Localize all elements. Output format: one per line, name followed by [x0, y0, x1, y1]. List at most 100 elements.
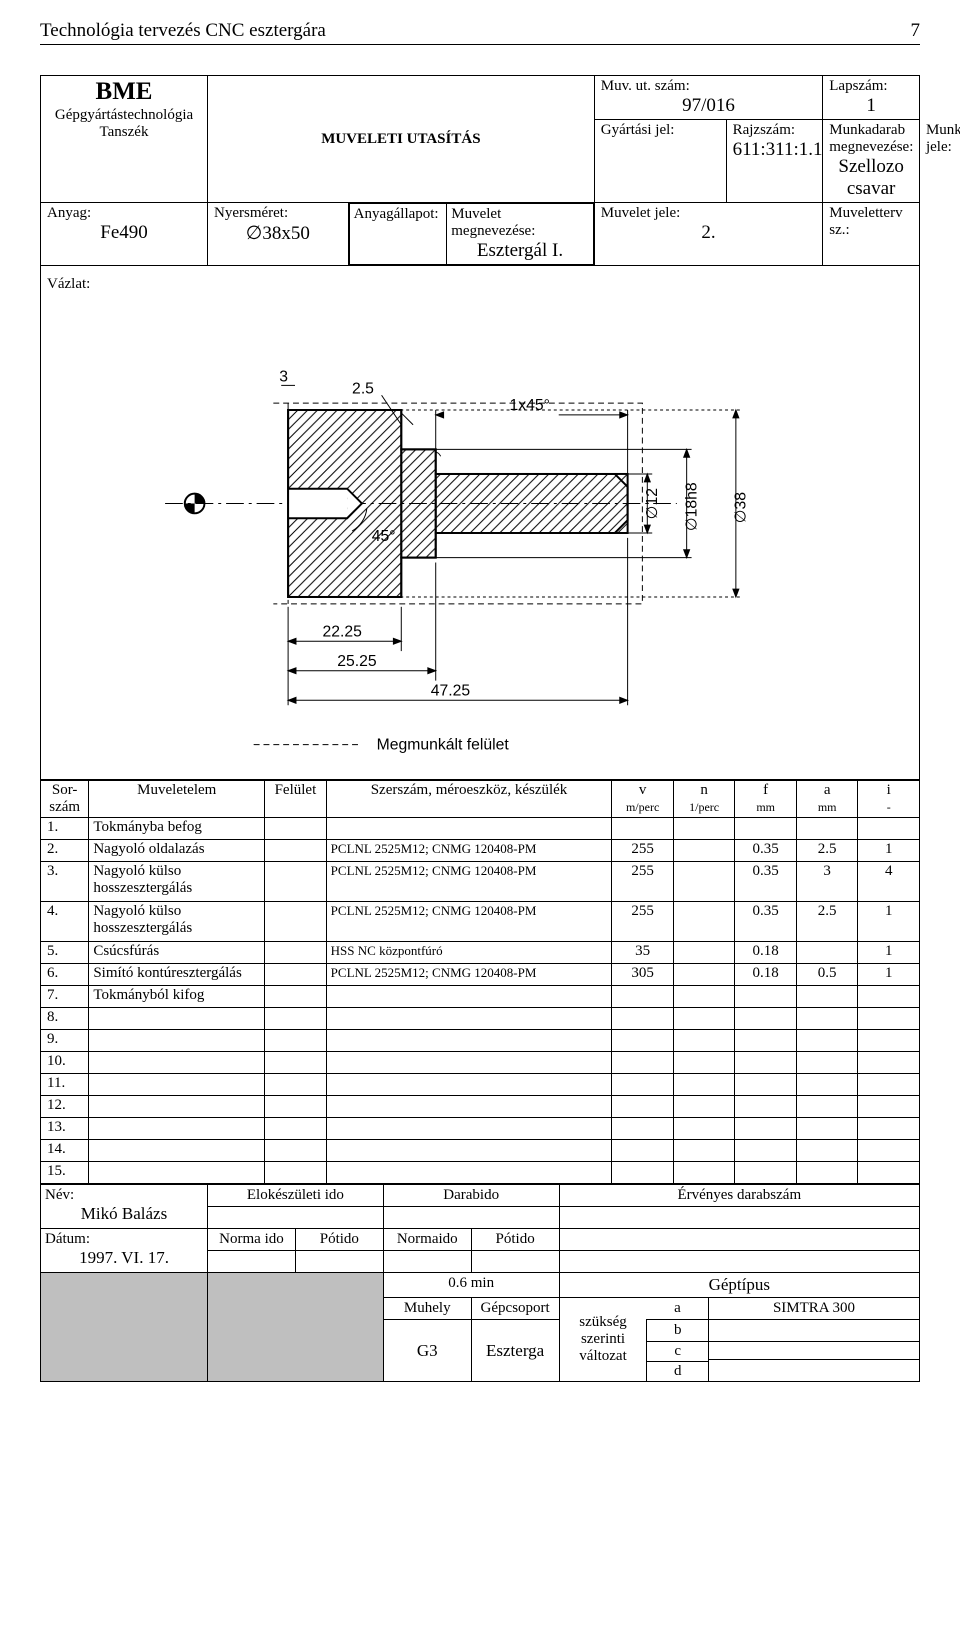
op-f: 0.35	[735, 862, 797, 902]
table-row: 4.Nagyoló külso hosszesztergálásPCLNL 25…	[41, 902, 920, 942]
table-row: 15.	[41, 1162, 920, 1184]
th-n: n1/perc	[673, 781, 735, 818]
muv-ut-value: 97/016	[601, 95, 817, 117]
var-a: a	[647, 1298, 709, 1320]
op-a	[796, 1008, 858, 1030]
normaido-label: Normaido	[383, 1229, 471, 1251]
op-tool: PCLNL 2525M12; CNMG 120408-PM	[326, 902, 612, 942]
op-i: 4	[858, 862, 920, 902]
svg-text:47.25: 47.25	[431, 682, 471, 699]
norma-label: Norma ido	[208, 1229, 296, 1251]
table-row: 8.	[41, 1008, 920, 1030]
th-i: i-	[858, 781, 920, 818]
op-i	[858, 986, 920, 1008]
op-v	[612, 1162, 674, 1184]
op-surface	[265, 1096, 327, 1118]
op-v: 255	[612, 902, 674, 942]
svg-text:∅18h8: ∅18h8	[683, 482, 700, 531]
nev-value: Mikó Balázs	[45, 1204, 203, 1224]
op-n	[673, 1008, 735, 1030]
muveletterv-label: Muveletterv sz.:	[829, 205, 913, 239]
op-v: 305	[612, 964, 674, 986]
op-v	[612, 1096, 674, 1118]
op-i: 1	[858, 964, 920, 986]
op-i	[858, 1008, 920, 1030]
gray-block-mid	[208, 1273, 384, 1382]
potido2-label: Pótido	[471, 1229, 559, 1251]
op-n	[673, 986, 735, 1008]
op-surface	[265, 840, 327, 862]
op-f	[735, 1008, 797, 1030]
th-v: vm/perc	[612, 781, 674, 818]
op-surface	[265, 942, 327, 964]
op-surface	[265, 1030, 327, 1052]
op-num: 2.	[41, 840, 89, 862]
op-n	[673, 1074, 735, 1096]
table-row: 5.CsúcsfúrásHSS NC központfúró350.181	[41, 942, 920, 964]
op-a: 2.5	[796, 840, 858, 862]
op-name: Nagyoló oldalazás	[89, 840, 265, 862]
datum-label: Dátum:	[45, 1231, 203, 1248]
op-v: 255	[612, 862, 674, 902]
op-num: 12.	[41, 1096, 89, 1118]
op-name	[89, 1008, 265, 1030]
org-cell: BME Gépgyártástechnológia Tanszék	[41, 76, 208, 203]
op-n	[673, 840, 735, 862]
op-surface	[265, 1074, 327, 1096]
op-name	[89, 1162, 265, 1184]
darabido-label: Darabido	[383, 1185, 559, 1207]
op-name	[89, 1074, 265, 1096]
rajzszam-label: Rajzszám:	[733, 122, 817, 139]
op-a	[796, 942, 858, 964]
op-a: 0.5	[796, 964, 858, 986]
op-a	[796, 986, 858, 1008]
munkadarab-meg-cell: Munkadarab megnevezése: Szellozo csavar	[823, 120, 920, 203]
op-tool	[326, 1008, 612, 1030]
op-name: Nagyoló külso hosszesztergálás	[89, 902, 265, 942]
op-tool	[326, 1162, 612, 1184]
th-szerszam: Szerszám, méroeszköz, készülék	[326, 781, 612, 818]
datum-cell: Dátum: 1997. VI. 17.	[41, 1229, 208, 1273]
op-f	[735, 1096, 797, 1118]
page-header: Technológia tervezés CNC esztergára 7	[40, 20, 920, 45]
muv-ut-label: Muv. ut. szám:	[601, 78, 817, 95]
munkadarab-meg-label: Munkadarab megnevezése:	[829, 122, 913, 156]
op-num: 15.	[41, 1162, 89, 1184]
org-line2: Gépgyártástechnológia	[47, 107, 201, 124]
op-surface	[265, 1162, 327, 1184]
op-a	[796, 818, 858, 840]
table-row: 1.Tokmányba befog	[41, 818, 920, 840]
muhely-label: Muhely	[383, 1298, 471, 1320]
muvelet-jele-cell: Muvelet jele: 2.	[594, 203, 823, 266]
vazlat-label: Vázlat:	[47, 276, 90, 292]
th-f: fmm	[735, 781, 797, 818]
op-surface	[265, 1118, 327, 1140]
geptipus-label: Géptípus	[559, 1273, 919, 1298]
op-tool: PCLNL 2525M12; CNMG 120408-PM	[326, 964, 612, 986]
nev-cell: Név: Mikó Balázs	[41, 1185, 208, 1229]
op-n	[673, 942, 735, 964]
table-row: 7.Tokmányból kifog	[41, 986, 920, 1008]
op-surface	[265, 1052, 327, 1074]
op-name: Csúcsfúrás	[89, 942, 265, 964]
op-name: Tokmányba befog	[89, 818, 265, 840]
op-f	[735, 1052, 797, 1074]
var-cd: c d	[647, 1342, 709, 1382]
op-n	[673, 1118, 735, 1140]
anyagallapot-label: Anyagállapot:	[354, 206, 443, 223]
lapszam-value: 1	[829, 95, 913, 117]
op-n	[673, 964, 735, 986]
op-num: 1.	[41, 818, 89, 840]
muvelet-meg-cell: Muvelet megnevezése: Esztergál I.	[447, 204, 593, 265]
op-v	[612, 986, 674, 1008]
op-num: 10.	[41, 1052, 89, 1074]
svg-text:1x45°: 1x45°	[510, 397, 550, 414]
op-f	[735, 986, 797, 1008]
op-a	[796, 1096, 858, 1118]
op-surface	[265, 964, 327, 986]
page-number: 7	[911, 20, 921, 42]
table-row: 14.	[41, 1140, 920, 1162]
anyagallapot-cell: Anyagállapot:	[349, 204, 447, 265]
op-tool	[326, 818, 612, 840]
org-line3: Tanszék	[47, 124, 201, 141]
